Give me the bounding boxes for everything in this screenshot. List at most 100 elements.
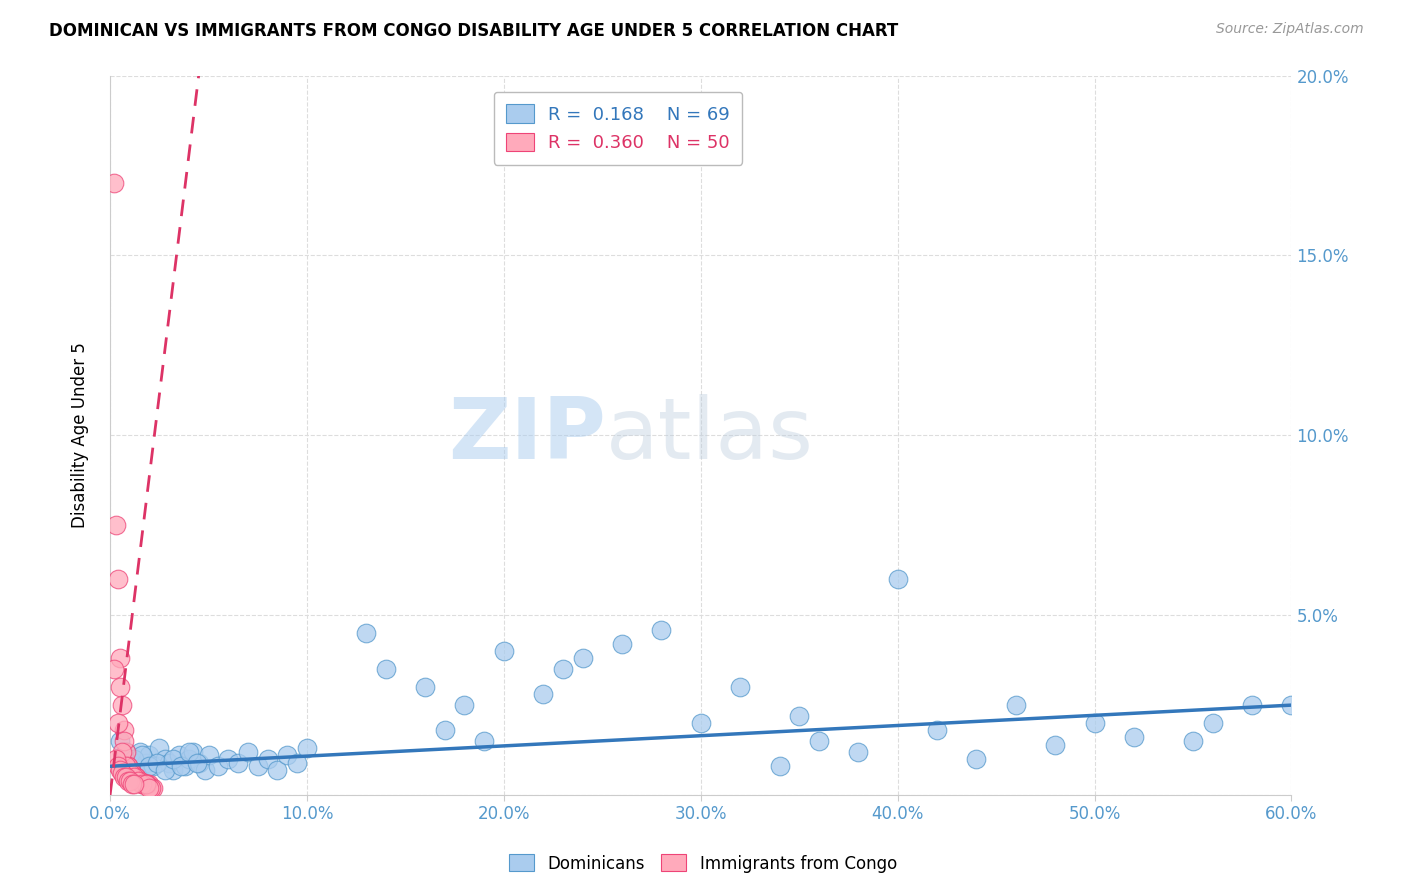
Point: [118, 752, 141, 766]
Point: [132, 777, 155, 791]
Point: [194, 763, 217, 777]
Point: [136, 777, 159, 791]
Point: [207, 759, 229, 773]
Point: [148, 741, 170, 756]
Point: [276, 748, 298, 763]
Point: [217, 752, 239, 766]
Point: [266, 763, 288, 777]
Point: [127, 773, 149, 788]
Point: [413, 680, 436, 694]
Point: [114, 745, 136, 759]
Point: [1123, 731, 1146, 745]
Point: [127, 773, 149, 788]
Point: [177, 752, 200, 766]
Point: [187, 756, 209, 770]
Point: [124, 770, 146, 784]
Point: [111, 766, 134, 780]
Point: [650, 623, 672, 637]
Point: [141, 780, 163, 795]
Point: [531, 687, 554, 701]
Point: [1281, 698, 1303, 712]
Point: [114, 745, 136, 759]
Point: [108, 759, 131, 773]
Point: [108, 734, 131, 748]
Point: [472, 734, 495, 748]
Point: [107, 572, 129, 586]
Point: [197, 748, 219, 763]
Point: [285, 756, 308, 770]
Point: [121, 766, 143, 780]
Point: [138, 759, 160, 773]
Point: [114, 770, 136, 784]
Point: [256, 752, 278, 766]
Point: [103, 662, 125, 676]
Point: [121, 766, 143, 780]
Point: [787, 709, 810, 723]
Point: [141, 780, 163, 795]
Point: [728, 680, 751, 694]
Point: [170, 759, 193, 773]
Point: [104, 752, 127, 766]
Point: [132, 777, 155, 791]
Point: [122, 770, 145, 784]
Point: [124, 770, 146, 784]
Point: [112, 770, 135, 784]
Point: [186, 756, 208, 770]
Point: [107, 759, 129, 773]
Point: [1004, 698, 1026, 712]
Point: [433, 723, 456, 738]
Point: [136, 777, 159, 791]
Point: [1083, 716, 1105, 731]
Point: [117, 759, 139, 773]
Point: [111, 745, 134, 759]
Point: [122, 770, 145, 784]
Point: [551, 662, 574, 676]
Point: [142, 759, 165, 773]
Point: [1241, 698, 1264, 712]
Point: [122, 763, 145, 777]
Point: [138, 780, 160, 795]
Point: [131, 777, 153, 791]
Point: [117, 759, 139, 773]
Point: [1202, 716, 1225, 731]
Point: [236, 745, 259, 759]
Point: [111, 698, 134, 712]
Point: [181, 745, 204, 759]
Point: [131, 748, 153, 763]
Point: [108, 680, 131, 694]
Point: [846, 745, 869, 759]
Point: [108, 651, 131, 665]
Point: [128, 773, 150, 788]
Point: [174, 759, 197, 773]
Point: [610, 637, 633, 651]
Point: [354, 626, 377, 640]
Point: [104, 518, 127, 533]
Point: [142, 780, 165, 795]
Point: [114, 766, 136, 780]
Text: atlas: atlas: [606, 393, 814, 477]
Point: [162, 763, 184, 777]
Point: [107, 716, 129, 731]
Point: [134, 756, 156, 770]
Point: [162, 752, 184, 766]
Point: [134, 777, 156, 791]
Point: [965, 752, 987, 766]
Y-axis label: Disability Age Under 5: Disability Age Under 5: [72, 343, 89, 528]
Point: [122, 752, 145, 766]
Text: Source: ZipAtlas.com: Source: ZipAtlas.com: [1216, 22, 1364, 37]
Point: [118, 766, 141, 780]
Point: [128, 745, 150, 759]
Point: [768, 759, 790, 773]
Point: [177, 745, 200, 759]
Point: [374, 662, 396, 676]
Point: [118, 773, 141, 788]
Point: [246, 759, 269, 773]
Point: [114, 759, 136, 773]
Point: [122, 777, 145, 791]
Point: [134, 777, 156, 791]
Point: [138, 777, 160, 791]
Point: [118, 763, 141, 777]
Point: [112, 734, 135, 748]
Legend: R =  0.168    N = 69, R =  0.360    N = 50: R = 0.168 N = 69, R = 0.360 N = 50: [494, 92, 742, 165]
Point: [103, 177, 125, 191]
